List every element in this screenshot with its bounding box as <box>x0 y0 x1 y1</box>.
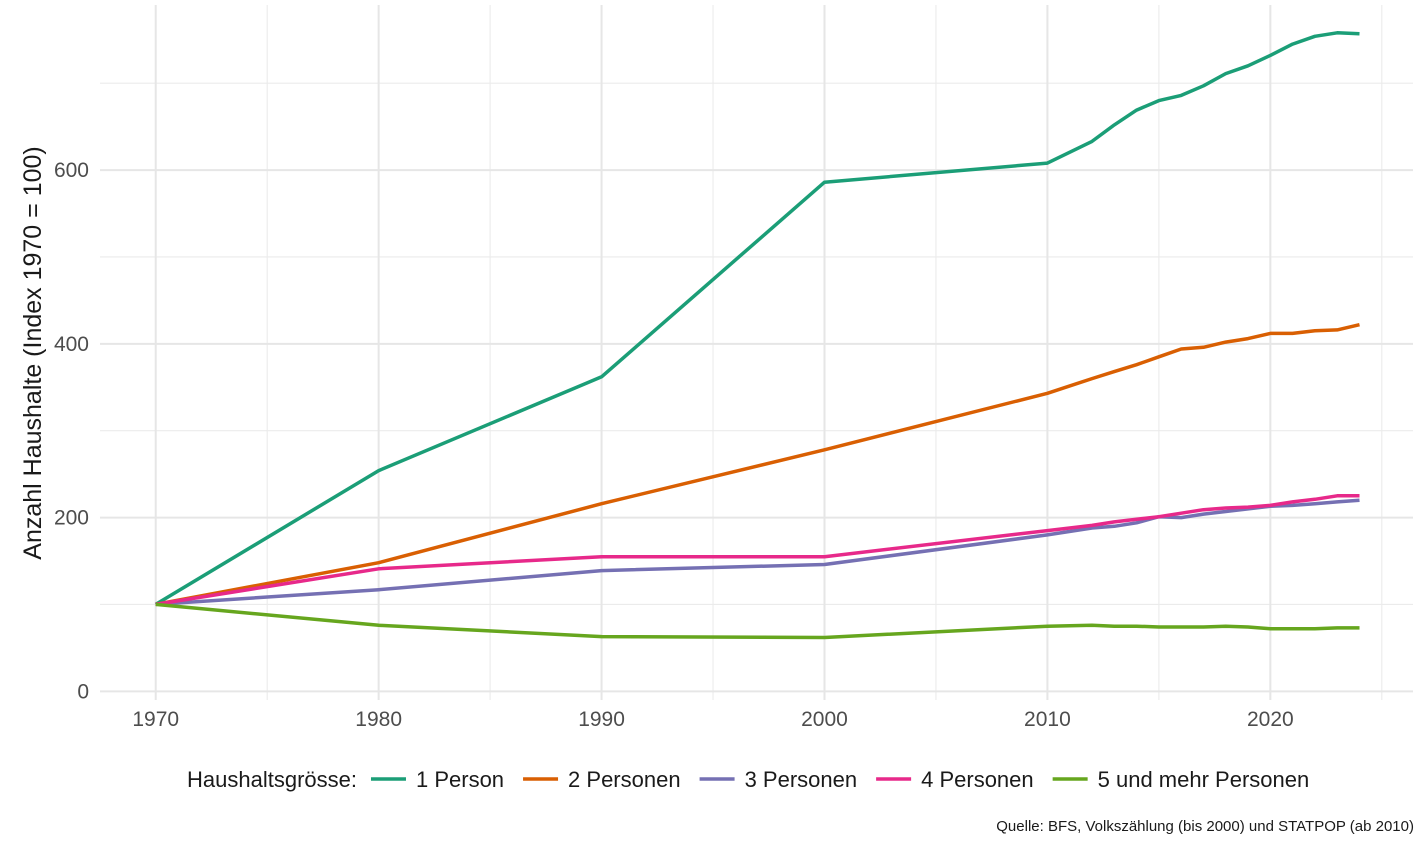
legend: Haushaltsgrösse: 1 Person 2 Personen 3 Per… <box>187 767 1309 792</box>
y-tick-label: 600 <box>54 159 89 182</box>
x-tick-label: 1980 <box>355 708 402 731</box>
source-caption: Quelle: BFS, Volkszählung (bis 2000) und… <box>996 818 1414 835</box>
series-line-3-personen <box>155 498 1360 607</box>
x-tick-label: 2020 <box>1247 708 1294 731</box>
series-line-5-und-mehr-personen <box>155 602 1360 640</box>
legend-key-label: 4 Personen <box>921 767 1034 792</box>
legend-key-label: 1 Person <box>416 767 504 792</box>
x-tick-label: 2000 <box>801 708 848 731</box>
series-line-2-personen <box>155 322 1360 607</box>
x-tick-label: 1990 <box>578 708 625 731</box>
series-layer <box>154 31 1360 640</box>
legend-title: Haushaltsgrösse: <box>187 767 357 792</box>
y-tick-label: 200 <box>54 507 89 530</box>
x-tick-label: 2010 <box>1024 708 1071 731</box>
legend-key-label: 2 Personen <box>568 767 681 792</box>
axis-layer: 1970 1980 1990 2000 2010 2020 0 200 400 600 <box>54 159 1294 731</box>
series-line-1-person <box>154 31 1360 606</box>
legend-key-label: 3 Personen <box>745 767 858 792</box>
grid-layer <box>100 5 1413 700</box>
x-tick-label: 1970 <box>132 708 179 731</box>
y-tick-label: 400 <box>54 333 89 356</box>
y-tick-label: 0 <box>77 680 89 703</box>
series-line-4-personen <box>155 494 1360 607</box>
y-axis-title: Anzahl Haushalte (Index 1970 = 100) <box>19 146 47 559</box>
legend-key-label: 5 und mehr Personen <box>1098 767 1310 792</box>
